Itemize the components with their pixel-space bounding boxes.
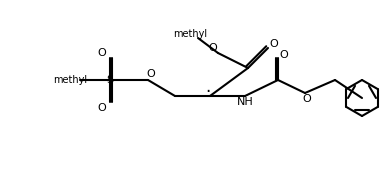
Text: O: O	[98, 103, 106, 113]
Text: O: O	[270, 39, 278, 49]
Text: O: O	[147, 69, 155, 79]
Text: O: O	[209, 43, 217, 53]
Text: methyl: methyl	[53, 75, 87, 85]
Text: S: S	[106, 75, 114, 85]
Text: O: O	[98, 48, 106, 58]
Text: NH: NH	[237, 97, 253, 107]
Text: O: O	[303, 94, 312, 104]
Text: ·: ·	[205, 83, 211, 101]
Text: O: O	[280, 50, 288, 60]
Text: methyl: methyl	[173, 29, 207, 39]
